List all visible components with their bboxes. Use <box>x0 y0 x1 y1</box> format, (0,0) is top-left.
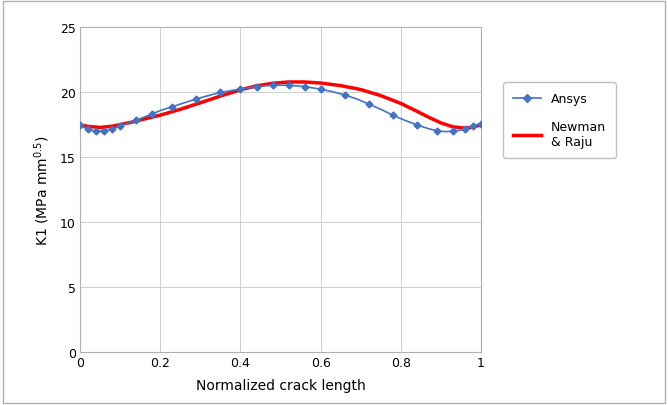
Legend: Ansys, Newman
& Raju: Ansys, Newman & Raju <box>503 83 616 159</box>
X-axis label: Normalized crack length: Normalized crack length <box>196 378 365 392</box>
Y-axis label: K1 (MPa mm$^{0.5}$): K1 (MPa mm$^{0.5}$) <box>32 135 52 245</box>
